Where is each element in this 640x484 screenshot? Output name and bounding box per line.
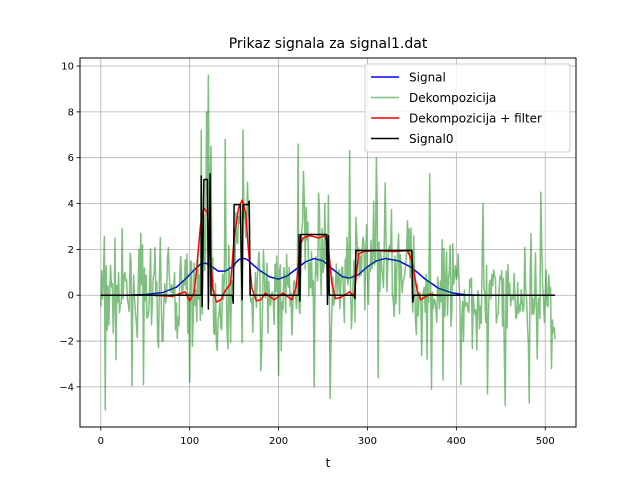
legend-entry: Signal0 bbox=[409, 132, 454, 146]
axes-frame bbox=[79, 57, 577, 428]
y-tick-label: 2 bbox=[68, 245, 74, 256]
y-tick-label: −2 bbox=[59, 337, 74, 348]
x-tick-label: 200 bbox=[269, 436, 288, 447]
x-tick-label: 300 bbox=[358, 436, 377, 447]
legend-entry: Dekompozicija bbox=[409, 91, 496, 105]
legend-box bbox=[364, 63, 571, 153]
y-tick-label: 0 bbox=[68, 291, 74, 302]
y-tick-label: −4 bbox=[59, 382, 74, 393]
legend: Signal Dekompozicija Dekompozicija + filte… bbox=[364, 63, 571, 153]
legend-entry: Dekompozicija + filter bbox=[409, 112, 542, 126]
y-tick-label: 10 bbox=[61, 62, 74, 73]
x-tick-label: 400 bbox=[447, 436, 466, 447]
signal0-line bbox=[100, 172, 556, 310]
chart-title: Prikaz signala za signal1.dat bbox=[229, 36, 428, 52]
x-tick-label: 500 bbox=[536, 436, 555, 447]
x-axis-label: t bbox=[326, 456, 331, 470]
plot-area bbox=[100, 74, 556, 411]
y-tick-label: 4 bbox=[68, 199, 74, 210]
y-tick-label: 6 bbox=[68, 153, 74, 164]
ticks: 0 100 200 300 400 500 −4 −2 0 2 4 6 8 10 bbox=[59, 62, 555, 447]
x-tick-label: 0 bbox=[98, 436, 104, 447]
legend-entry: Signal bbox=[409, 71, 446, 85]
x-tick-label: 100 bbox=[180, 436, 199, 447]
y-tick-label: 8 bbox=[68, 107, 74, 118]
